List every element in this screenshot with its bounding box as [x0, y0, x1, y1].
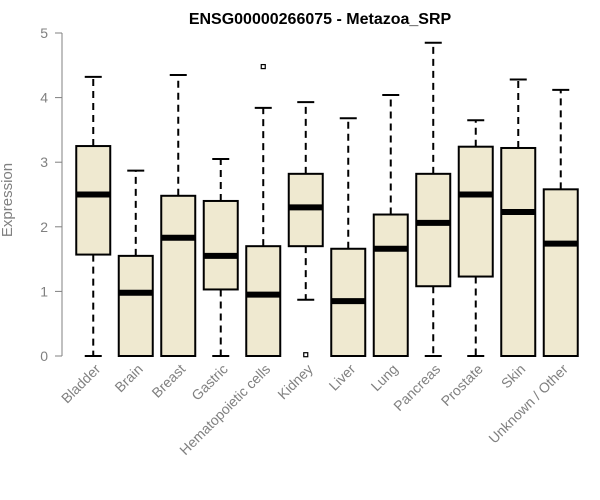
x-tick-label: Brain [111, 361, 145, 395]
box-pancreas [415, 41, 452, 357]
y-axis-ticks: 0 1 2 3 4 5 [40, 25, 62, 364]
box-body [75, 145, 112, 256]
y-tick-label: 4 [40, 90, 48, 106]
box-lung [372, 94, 409, 357]
x-tick-label: Skin [498, 361, 529, 392]
box-body [372, 213, 409, 357]
outlier-point [303, 352, 309, 358]
box-body [117, 254, 154, 357]
box-breast [160, 73, 197, 357]
y-tick-label: 3 [40, 154, 48, 170]
x-tick-label: Pancreas [390, 361, 443, 414]
box-skin [500, 78, 537, 357]
box-body [245, 245, 282, 357]
box-bladder [75, 75, 112, 357]
box-body [457, 145, 494, 278]
box-brain [117, 169, 154, 357]
box-body [500, 146, 537, 357]
x-tick-label: Breast [148, 361, 188, 401]
box-prostate [457, 119, 494, 357]
box-body [542, 188, 579, 357]
y-tick-label: 1 [40, 283, 48, 299]
box-hematopoietic-cells [245, 63, 282, 357]
box-gastric [202, 157, 239, 357]
y-axis-label: Expression [0, 163, 16, 237]
box-body [202, 199, 239, 291]
box-body [160, 194, 197, 357]
box-unknown-other [542, 88, 579, 357]
box-body [415, 172, 452, 288]
x-tick-label: Kidney [274, 361, 316, 403]
x-tick-label: Lung [368, 361, 401, 394]
chart-title: ENSG00000266075 - Metazoa_SRP [189, 11, 452, 28]
x-tick-label: Bladder [58, 361, 104, 407]
x-tick-label: Unknown / Other [485, 361, 571, 447]
x-tick-label: Prostate [438, 361, 486, 409]
boxplot-series [75, 41, 579, 358]
y-tick-label: 0 [40, 348, 48, 364]
x-tick-label: Liver [326, 361, 359, 394]
outlier-point [260, 63, 266, 70]
y-tick-label: 5 [40, 25, 48, 41]
box-kidney [287, 101, 324, 358]
y-tick-label: 2 [40, 219, 48, 235]
box-liver [330, 117, 367, 358]
